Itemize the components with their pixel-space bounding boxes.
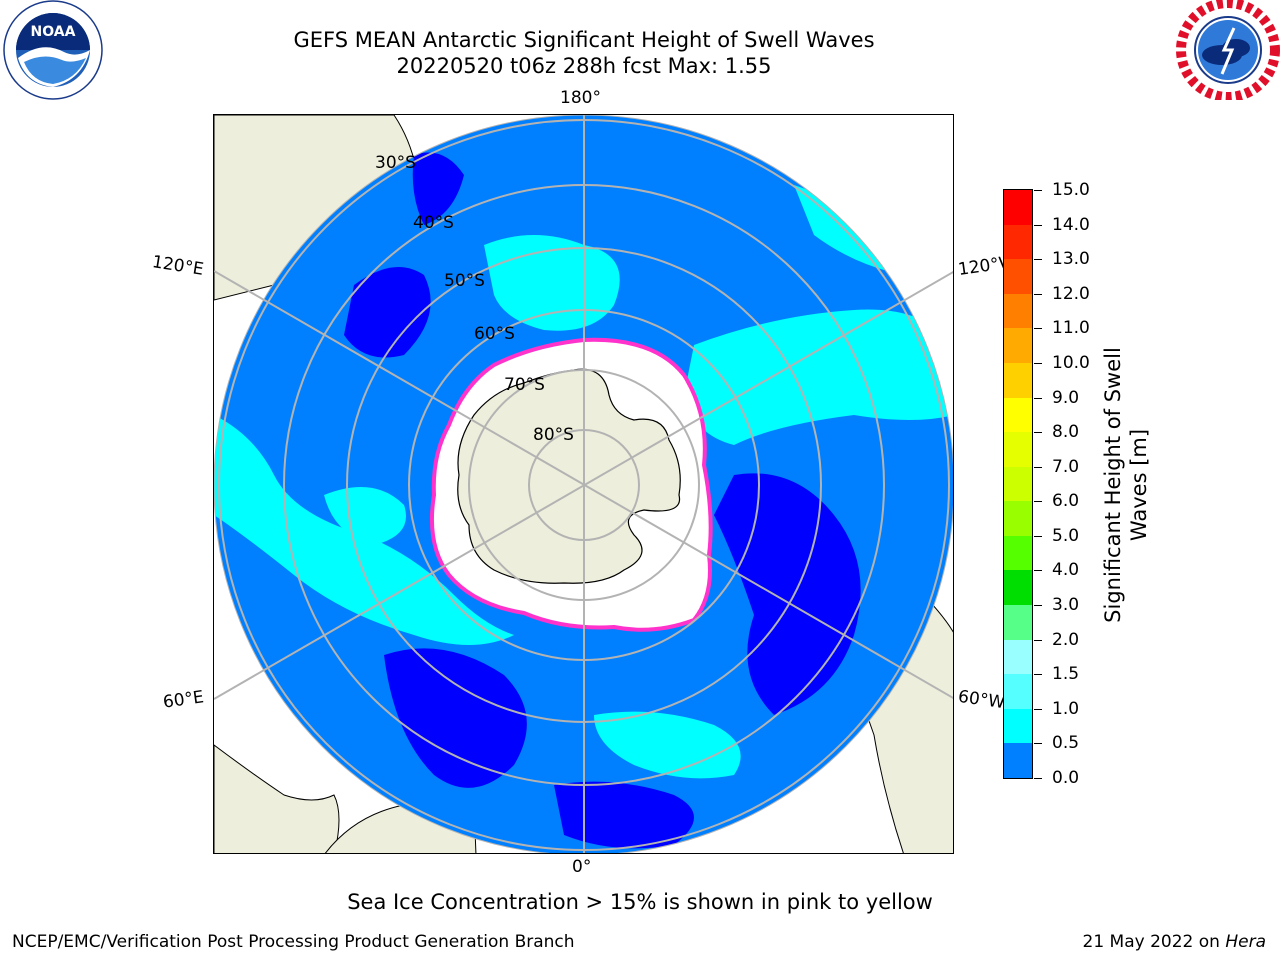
swell-patch-east [684, 309, 953, 445]
colorbar-segment [1004, 535, 1032, 571]
colorbar-tick [1034, 432, 1042, 434]
lat-label-50s: 50°S [444, 271, 485, 291]
colorbar-segment [1004, 466, 1032, 502]
swell-patch-southwest [324, 487, 406, 545]
colorbar-tick-label: 9.0 [1052, 387, 1080, 408]
lon-label-0: 0° [572, 857, 592, 877]
colorbar-tick [1034, 362, 1042, 364]
polar-map [214, 115, 953, 853]
colorbar-tick [1034, 466, 1042, 468]
low-swell-tasman [344, 267, 431, 358]
longitude-grid [214, 115, 953, 853]
lat-label-80s: 80°S [533, 425, 574, 445]
footer-date-text: 21 May 2022 on [1082, 932, 1226, 952]
colorbar-tick-label: 0.0 [1052, 768, 1080, 788]
colorbar-tick [1034, 259, 1042, 261]
sea-ice-note: Sea Ice Concentration > 15% is shown in … [347, 890, 933, 914]
national-weather-service-logo [1176, 0, 1280, 100]
footer-machine: Hera [1225, 932, 1266, 952]
colorbar-tick-label: 10.0 [1052, 352, 1090, 373]
colorbar-tick [1034, 190, 1042, 191]
low-swell-south-west [384, 648, 527, 788]
lat-label-60s: 60°S [474, 324, 515, 344]
colorbar-segment [1004, 501, 1032, 537]
map-frame [213, 114, 954, 854]
lon-label-60w: 60°W [956, 686, 1007, 714]
colorbar-tick-label: 7.0 [1052, 456, 1080, 477]
lat-label-40s: 40°S [413, 213, 454, 233]
swell-patch-south [594, 711, 741, 779]
lon-label-60e: 60°E [161, 687, 206, 713]
low-swell-south [554, 781, 694, 849]
colorbar-segment [1004, 639, 1032, 675]
noaa-logo-text: NOAA [31, 24, 76, 40]
colorbar-tick-label: 6.0 [1052, 491, 1080, 512]
colorbar-tick [1034, 224, 1042, 226]
colorbar-tick-label: 0.5 [1052, 733, 1080, 754]
colorbar-segment [1004, 328, 1032, 364]
low-swell-northwest [412, 152, 464, 225]
colorbar-tick-label: 13.0 [1052, 249, 1090, 270]
footer-organization: NCEP/EMC/Verification Post Processing Pr… [12, 932, 575, 952]
colorbar-tick-label: 3.0 [1052, 595, 1080, 616]
lat-label-70s: 70°S [504, 375, 545, 395]
colorbar-tick-label: 2.0 [1052, 629, 1080, 650]
colorbar-tick [1034, 397, 1042, 399]
colorbar-tick [1034, 328, 1042, 330]
colorbar-tick [1034, 778, 1042, 779]
colorbar-tick [1034, 501, 1042, 503]
colorbar-segment [1004, 674, 1032, 710]
swell-patch-north [484, 235, 620, 331]
colorbar-segment [1004, 362, 1032, 399]
colorbar-tick-label: 1.5 [1052, 664, 1080, 685]
colorbar-segment [1004, 605, 1032, 641]
colorbar-tick [1034, 293, 1042, 295]
colorbar-segment [1004, 432, 1032, 468]
colorbar-tick [1034, 639, 1042, 641]
colorbar-tick [1034, 743, 1042, 745]
land-australia-lower [214, 744, 340, 853]
map-subtitle: 20220520 t06z 288h fcst Max: 1.55 [396, 54, 772, 78]
colorbar-tick [1034, 605, 1042, 607]
colorbar-title-text: Significant Height of Swell Waves [m] [1101, 347, 1151, 623]
colorbar-segment [1004, 708, 1032, 744]
colorbar-segment [1004, 397, 1032, 433]
map-title: GEFS MEAN Antarctic Significant Height o… [293, 28, 875, 52]
colorbar-tick-label: 1.0 [1052, 698, 1080, 719]
colorbar-tick-label: 11.0 [1052, 318, 1090, 339]
colorbar [1003, 189, 1033, 779]
colorbar-tick-label: 8.0 [1052, 422, 1080, 443]
colorbar-segment [1004, 570, 1032, 606]
colorbar-tick [1034, 674, 1042, 676]
colorbar-segment [1004, 190, 1032, 226]
colorbar-tick-label: 12.0 [1052, 283, 1090, 304]
colorbar-segment [1004, 224, 1032, 260]
colorbar-segment [1004, 743, 1032, 779]
colorbar-tick-label: 4.0 [1052, 560, 1080, 581]
lon-label-120e: 120°E [150, 252, 205, 280]
colorbar-tick-label: 5.0 [1052, 525, 1080, 546]
colorbar-tick [1034, 708, 1042, 710]
colorbar-tick [1034, 570, 1042, 572]
footer-date: 21 May 2022 on Hera [1083, 932, 1267, 952]
colorbar-segment [1004, 293, 1032, 329]
colorbar-tick [1034, 535, 1042, 537]
colorbar-segment [1004, 259, 1032, 295]
noaa-logo: NOAA [3, 0, 103, 100]
lon-label-180: 180° [560, 88, 601, 108]
lat-label-30s: 30°S [375, 153, 416, 173]
colorbar-tick-label: 15.0 [1052, 180, 1090, 200]
colorbar-tick-label: 14.0 [1052, 214, 1090, 235]
swell-patch-west [214, 415, 514, 645]
